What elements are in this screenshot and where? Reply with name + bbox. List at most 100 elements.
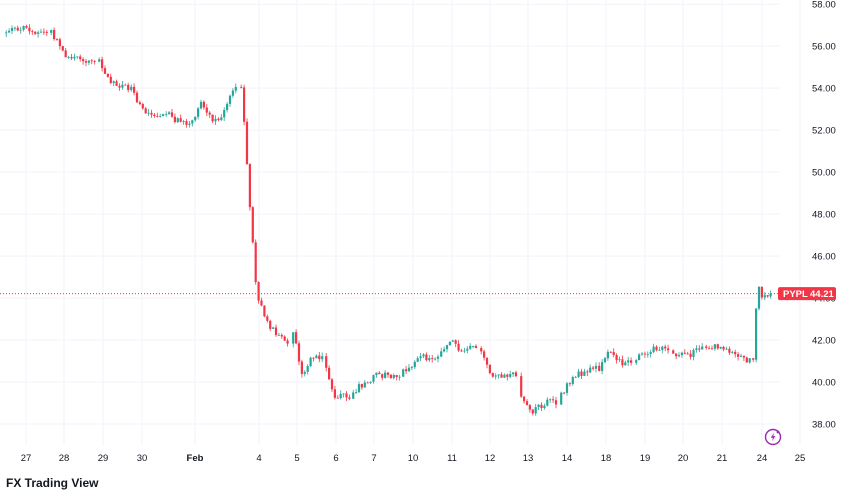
candle: [580, 368, 583, 380]
candle: [757, 286, 761, 311]
candle: [375, 372, 378, 378]
candle: [297, 340, 301, 366]
candle: [182, 119, 185, 125]
candle: [197, 106, 200, 120]
candle: [661, 345, 664, 354]
candle: [627, 356, 630, 366]
candle: [630, 357, 633, 366]
candle: [321, 352, 324, 363]
x-axis: 27 28 29 30 Feb 4 5 6 7 10 11 12 13 14 18 19 20 21 24 25: [21, 453, 806, 464]
candle: [760, 286, 763, 300]
candle: [352, 389, 355, 400]
candle: [594, 362, 598, 373]
candle: [589, 364, 592, 374]
candle: [615, 353, 618, 364]
candle: [480, 346, 483, 355]
y-tick-label: 46.00: [812, 252, 836, 263]
candle: [646, 351, 649, 358]
candle: [53, 27, 56, 41]
candle: [725, 346, 728, 351]
y-tick-label: 52.00: [812, 126, 836, 137]
tradingview-bolt-icon[interactable]: [764, 428, 782, 446]
candle: [710, 345, 714, 350]
candle: [466, 346, 469, 354]
candle: [520, 372, 523, 398]
candle: [42, 28, 45, 36]
candle: [165, 111, 168, 117]
candle: [537, 404, 540, 411]
y-tick-label: 40.00: [812, 378, 836, 389]
candle: [583, 368, 586, 376]
candle: [722, 345, 725, 352]
candle: [330, 378, 334, 392]
x-tick-label: 7: [371, 453, 376, 464]
candle: [624, 360, 627, 366]
candle: [260, 297, 263, 307]
price-tag-value: 44.21: [810, 289, 834, 300]
candle: [37, 30, 40, 38]
candle: [162, 113, 165, 117]
candle: [82, 57, 85, 65]
x-tick-label: 13: [523, 453, 534, 464]
candle: [577, 368, 580, 379]
candle: [425, 352, 428, 362]
candle: [739, 353, 743, 358]
x-tick-label: 24: [757, 453, 768, 464]
candle: [413, 360, 416, 369]
candle: [652, 343, 655, 354]
x-tick-label: 5: [294, 453, 299, 464]
candle: [440, 347, 443, 358]
candle: [159, 113, 162, 118]
candle: [64, 47, 67, 58]
candle: [378, 371, 381, 375]
x-tick-label: 18: [601, 453, 612, 464]
candle: [445, 344, 449, 353]
candle: [283, 335, 286, 342]
candle: [188, 121, 191, 128]
candle: [274, 324, 278, 337]
candle: [680, 351, 683, 358]
candle: [568, 382, 571, 387]
candle: [101, 56, 104, 72]
candle: [254, 239, 257, 285]
candle: [474, 344, 478, 349]
candle: [752, 358, 755, 362]
candle: [76, 56, 79, 59]
candle: [525, 399, 529, 406]
candle: [392, 373, 395, 380]
candle: [211, 114, 214, 123]
candle: [745, 356, 748, 363]
candle: [560, 391, 563, 406]
candle: [342, 393, 345, 398]
y-tick-label: 50.00: [812, 168, 836, 179]
candle: [156, 112, 159, 118]
candle: [574, 375, 577, 379]
candle: [609, 351, 612, 354]
x-tick-label: 14: [562, 453, 573, 464]
candle: [220, 113, 223, 122]
candle: [112, 80, 115, 87]
candle: [649, 349, 652, 358]
x-tick-label: Feb: [187, 453, 204, 464]
candle: [692, 348, 695, 361]
candle: [243, 84, 246, 126]
candle: [701, 343, 704, 350]
candle: [563, 391, 566, 395]
candle: [366, 381, 369, 384]
candle: [272, 326, 275, 329]
candle: [194, 116, 197, 123]
candle: [695, 345, 698, 353]
candle: [67, 55, 70, 59]
candle: [315, 354, 318, 359]
x-tick-label: 4: [256, 453, 261, 464]
candle: [369, 381, 372, 384]
candle: [10, 25, 14, 35]
candle: [28, 24, 31, 35]
candle: [402, 368, 405, 377]
candle: [436, 354, 440, 363]
candle: [70, 53, 73, 61]
candle: [328, 365, 331, 380]
candle: [360, 383, 363, 390]
candle: [514, 370, 518, 378]
candle: [228, 94, 232, 107]
